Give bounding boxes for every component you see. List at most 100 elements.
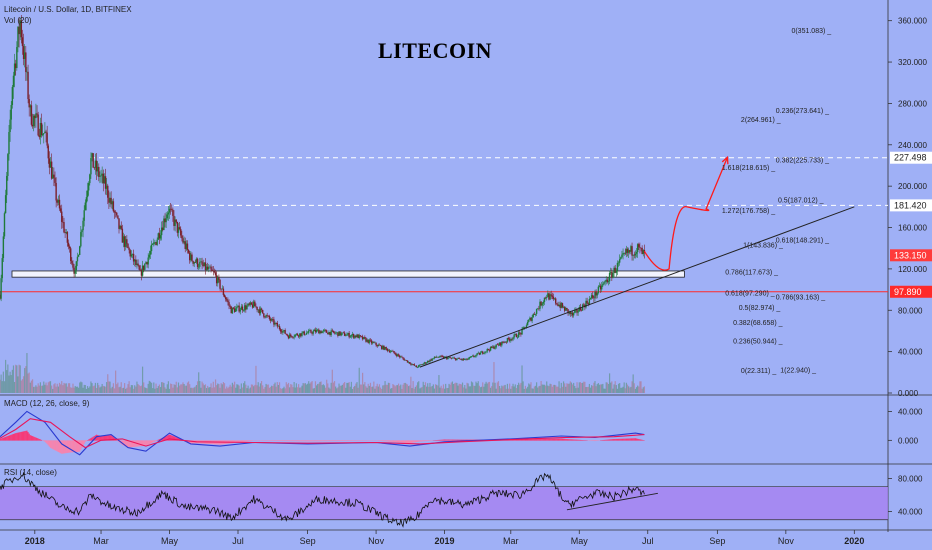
volume-bar [494, 382, 496, 393]
candle-body [103, 176, 106, 184]
candle-body [360, 336, 363, 337]
candle-body [388, 350, 391, 353]
volume-bar [244, 381, 246, 393]
volume-bar [549, 383, 551, 393]
candle-body [28, 99, 30, 108]
level-label-box [890, 151, 932, 164]
candle-body [479, 352, 482, 355]
candle-body [589, 298, 592, 299]
volume-bar [629, 387, 631, 393]
candle-body [448, 357, 450, 358]
candle-body [149, 251, 152, 255]
candle-body [327, 332, 329, 335]
volume-bar [168, 388, 171, 393]
candle-body [466, 358, 468, 360]
macd-hist-bar [468, 439, 470, 441]
volume-bar [129, 387, 131, 393]
volume-bar [262, 385, 264, 393]
macd-hist-bar [530, 439, 532, 441]
candle-body [166, 214, 168, 219]
volume-bar [303, 383, 305, 393]
volume-bar [33, 386, 35, 393]
x-tick-label: Jul [232, 536, 244, 546]
candle-body [108, 197, 110, 203]
macd-hist-bar [404, 440, 406, 443]
macd-hist-bar [315, 440, 318, 442]
macd-hist-bar [302, 440, 304, 442]
macd-hist-bar [116, 439, 118, 441]
candle-body [615, 270, 618, 273]
volume-bar [161, 382, 163, 393]
volume-bar [31, 379, 34, 393]
volume-bar [63, 382, 65, 393]
candle-body [475, 354, 477, 357]
volume-bar [589, 387, 592, 393]
candle-body [427, 360, 429, 363]
candle-body [461, 358, 464, 360]
macd-hist-bar [134, 440, 136, 447]
macd-hist-bar [467, 439, 469, 441]
x-tick-label: Sep [300, 536, 316, 546]
macd-hist-bar [561, 438, 564, 441]
candle-body [296, 333, 299, 336]
y-tick-label: 360.000 [898, 17, 927, 26]
volume-bar [235, 387, 237, 393]
volume-bar [566, 383, 568, 393]
volume-bar [286, 384, 288, 393]
candle-body [482, 351, 484, 354]
macd-hist-bar [112, 437, 114, 441]
volume-bar [542, 384, 544, 393]
macd-hist-bar [165, 436, 167, 441]
volume-bar [274, 382, 276, 393]
volume-bar [132, 388, 135, 393]
candle-body [433, 356, 436, 359]
candle-body [587, 303, 589, 304]
macd-hist-bar [81, 440, 83, 448]
volume-bar [159, 387, 162, 393]
volume-bar [54, 383, 56, 393]
candle-body [337, 332, 339, 336]
volume-bar [434, 384, 437, 393]
candle-body [369, 339, 372, 341]
candle-body [577, 311, 579, 313]
volume-bar [163, 382, 165, 393]
macd-hist-bar [638, 439, 640, 441]
volume-bar [69, 383, 71, 393]
candle-body [237, 305, 239, 307]
volume-bar [479, 387, 482, 393]
candle-body [22, 46, 25, 59]
volume-bar [101, 383, 103, 393]
volume-bar [356, 382, 358, 393]
candle-body [322, 330, 325, 332]
candle-body [324, 330, 327, 331]
candle-body [312, 331, 314, 334]
candle-body [552, 296, 555, 300]
macd-hist-bar [152, 440, 154, 443]
volume-bar [295, 383, 297, 393]
volume-bar [25, 366, 27, 393]
volume-bar [506, 383, 509, 393]
candle-body [209, 266, 211, 268]
macd-hist-bar [460, 439, 463, 441]
macd-hist-bar [232, 440, 235, 444]
macd-hist-bar [354, 440, 356, 441]
volume-bar [158, 384, 161, 393]
candle-body [389, 351, 392, 353]
macd-hist-bar [26, 430, 28, 441]
candle-body [144, 263, 146, 270]
candle-body [201, 261, 203, 265]
volume-bar [408, 386, 410, 393]
volume-bar [360, 384, 363, 393]
candle-body [300, 333, 302, 336]
macd-hist-bar [387, 440, 390, 442]
candle-body [535, 309, 538, 314]
candle-body [162, 227, 164, 231]
volume-bar [613, 384, 615, 393]
volume-bar [311, 381, 313, 393]
macd-hist-bar [391, 440, 393, 442]
volume-bar [304, 383, 306, 393]
macd-hist-bar [615, 438, 617, 441]
volume-bar [346, 382, 348, 393]
macd-hist-bar [576, 439, 578, 441]
volume-bar [314, 381, 317, 393]
